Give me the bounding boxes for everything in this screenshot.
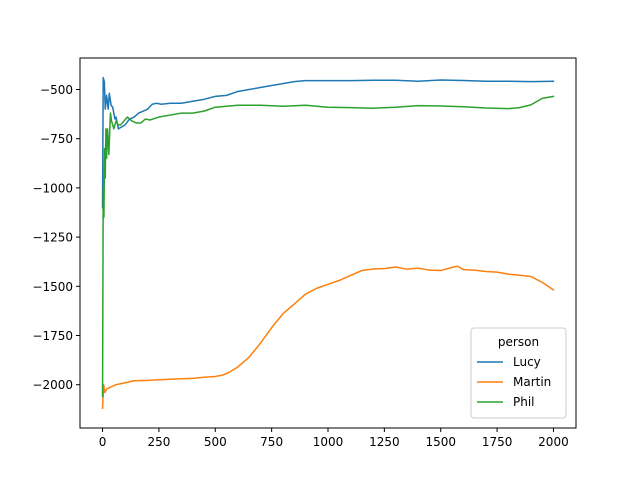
x-tick-label: 750 — [260, 435, 283, 449]
x-tick-label: 1500 — [425, 435, 456, 449]
y-tick-label: −750 — [40, 132, 73, 146]
legend-label-martin: Martin — [513, 375, 551, 389]
series-line-phil — [101, 95, 555, 398]
y-tick-label: −2000 — [32, 378, 73, 392]
x-tick-label: 1250 — [369, 435, 400, 449]
legend-label-lucy: Lucy — [513, 355, 541, 369]
x-tick-label: 2000 — [538, 435, 569, 449]
x-tick-label: 0 — [99, 435, 107, 449]
legend-title: person — [498, 335, 539, 349]
y-tick-label: −1250 — [32, 231, 73, 245]
x-tick-label: 1750 — [482, 435, 513, 449]
y-tick-label: −1000 — [32, 181, 73, 195]
x-tick-label: 250 — [147, 435, 170, 449]
series-line-lucy — [101, 76, 555, 209]
legend-box — [470, 327, 567, 419]
y-tick-label: −500 — [40, 83, 73, 97]
legend: person Lucy Martin Phil — [470, 327, 567, 419]
x-tick-label: 500 — [204, 435, 227, 449]
series-layer — [101, 76, 555, 410]
x-tick-label: 1000 — [313, 435, 344, 449]
series-line-martin — [101, 265, 555, 410]
legend-label-phil: Phil — [513, 395, 535, 409]
y-tick-label: −1500 — [32, 280, 73, 294]
y-tick-label: −1750 — [32, 329, 73, 343]
axes-layer: 0 250 500 750 1000 1250 1500 1750 2000 −2000 −1750… — [32, 57, 577, 449]
